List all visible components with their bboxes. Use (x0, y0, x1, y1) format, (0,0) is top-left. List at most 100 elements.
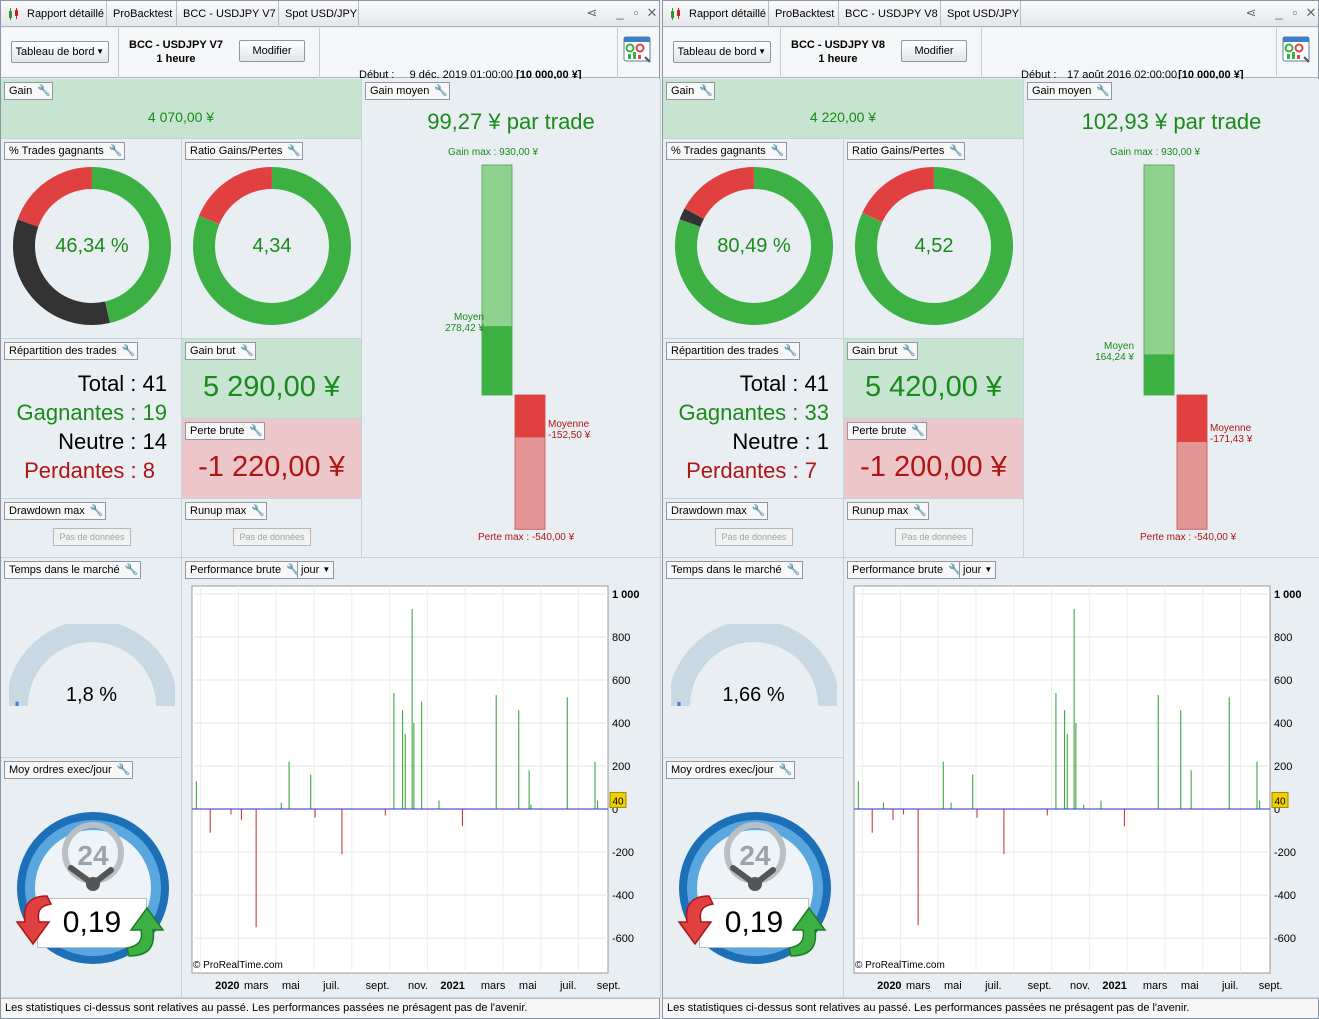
wrench-icon[interactable]: 🔧 (778, 764, 793, 776)
gross-gain-label: Gain brut 🔧 (185, 342, 257, 360)
donut-win-segment (675, 167, 833, 325)
share-icon[interactable]: ⋖ (586, 5, 598, 20)
gross-gain-value: 5 420,00 ¥ (864, 371, 1003, 403)
gain-max-label: Gain max : 930,00 ¥ (1110, 147, 1201, 158)
dashboard-label: Tableau de bord (677, 46, 757, 58)
period-dropdown[interactable]: jour ▼ (959, 561, 997, 579)
tab-label: Rapport détaillé (27, 8, 105, 20)
tab-probacktest[interactable]: ProBacktest (107, 1, 177, 27)
maximize-icon[interactable]: ▫ (633, 5, 639, 20)
divider (319, 28, 320, 78)
total-trades: Total : 41 (77, 371, 167, 396)
time-market-value: 1,66 % (722, 684, 785, 706)
divider (118, 28, 119, 78)
gain-cell: Gain 🔧 4 220,00 ¥ (663, 79, 1024, 139)
minimize-icon[interactable]: _ (1275, 5, 1283, 20)
wrench-icon[interactable]: 🔧 (108, 145, 123, 157)
tab-spot[interactable]: Spot USD/JPY (941, 1, 1021, 27)
tab-spot[interactable]: Spot USD/JPY (279, 1, 359, 27)
marker-value: 40 (1274, 796, 1286, 807)
ratio-value: 4,52 (914, 235, 954, 257)
share-icon[interactable]: ⋖ (1245, 5, 1257, 20)
report-panel-v8: Rapport détaillé ProBacktest BCC - USDJPY … (662, 0, 1319, 1019)
x-tick-label: nov. (408, 980, 428, 992)
avg-win-title: Moyen (1103, 341, 1134, 352)
gross-loss-cell: Perte brute 🔧 -1 220,00 ¥ (182, 419, 362, 499)
wrench-icon[interactable]: 🔧 (124, 564, 139, 576)
orders-cell: Moy ordres exec/jour 🔧 24 0,19 (663, 758, 844, 998)
wrench-icon[interactable]: 🔧 (116, 764, 131, 776)
dashboard-dropdown[interactable]: Tableau de bord ▼ (673, 41, 771, 63)
time-market-gauge (671, 624, 837, 707)
wrench-icon[interactable]: 🔧 (751, 505, 766, 517)
report-panel-v7: Rapport détaillé ProBacktest BCC - USDJPY … (0, 0, 661, 1019)
wrench-icon[interactable]: 🔧 (1096, 85, 1111, 97)
clock-number: 24 (739, 840, 771, 871)
win-pct-value: 80,49 % (717, 235, 791, 257)
wrench-icon[interactable]: 🔧 (287, 145, 302, 157)
perf-cell: Performance brute 🔧 jour ▼ 1 000 800 600 400 2… (844, 558, 1319, 998)
wrench-icon[interactable]: 🔧 (121, 345, 136, 357)
chevron-down-icon: ▼ (322, 565, 331, 574)
tab-strategy[interactable]: BCC - USDJPY V7 (177, 1, 279, 27)
donut-neutral-segment (679, 208, 704, 227)
orders-label-text: Moy ordres exec/jour (9, 764, 112, 776)
gain-label: Gain 🔧 (666, 82, 716, 100)
time-market-cell: Temps dans le marché 🔧 1,8 % (1, 558, 182, 758)
wrench-icon[interactable]: 🔧 (911, 425, 926, 437)
arrow-up-icon (126, 906, 165, 957)
close-icon[interactable]: ✕ (646, 5, 658, 20)
y-tick-label: 800 (612, 632, 630, 644)
wrench-icon[interactable]: 🔧 (948, 564, 962, 576)
avg-loss-bar (1177, 395, 1207, 443)
performance-chart: 1 000 800 600 400 200 0 -200 -400 -600 2020 mars ma… (191, 585, 640, 992)
wrench-icon[interactable]: 🔧 (89, 505, 104, 517)
dashboard-dropdown[interactable]: Tableau de bord ▼ (11, 41, 109, 63)
trades-cell: Répartition des trades 🔧 Total : 41 Gagna… (663, 339, 844, 499)
ratio-cell: Ratio Gains/Pertes 🔧 4,52 (844, 139, 1024, 339)
modify-button[interactable]: Modifier (901, 40, 967, 62)
arrow-up-icon (788, 906, 827, 957)
wrench-icon[interactable]: 🔧 (37, 85, 51, 97)
dashboard-icon[interactable] (623, 35, 653, 65)
wrench-icon[interactable]: 🔧 (913, 505, 927, 517)
timeframe: 1 heure (818, 53, 858, 65)
wrench-icon[interactable]: 🔧 (902, 345, 916, 357)
tab-strategy[interactable]: BCC - USDJPY V8 (839, 1, 941, 27)
divider (1276, 28, 1277, 78)
maximize-icon[interactable]: ▫ (1292, 5, 1298, 20)
period-dropdown[interactable]: jour ▼ (297, 561, 335, 579)
wrench-icon[interactable]: 🔧 (699, 85, 713, 97)
wrench-icon[interactable]: 🔧 (949, 145, 964, 157)
minimize-icon[interactable]: _ (616, 5, 624, 20)
gain-value: 4 220,00 ¥ (809, 109, 877, 125)
wrench-icon[interactable]: 🔧 (786, 564, 801, 576)
drawdown-label-text: Drawdown max (9, 505, 85, 517)
tab-detailed-report[interactable]: Rapport détaillé (663, 1, 769, 27)
wrench-icon[interactable]: 🔧 (251, 505, 265, 517)
ratio-label-text: Ratio Gains/Pertes (852, 145, 945, 157)
win-pct-label-text: % Trades gagnants (671, 145, 766, 157)
x-tick-label: nov. (1070, 980, 1090, 992)
chevron-down-icon: ▼ (96, 47, 104, 56)
y-tick-label: 400 (1274, 718, 1292, 730)
y-tick-label: 1 000 (612, 589, 640, 601)
close-icon[interactable]: ✕ (1305, 5, 1317, 20)
wrench-icon[interactable]: 🔧 (770, 145, 785, 157)
wrench-icon[interactable]: 🔧 (286, 564, 300, 576)
dashboard-icon[interactable] (1282, 35, 1312, 65)
wrench-icon[interactable]: 🔧 (783, 345, 798, 357)
wrench-icon[interactable]: 🔧 (249, 425, 264, 437)
tab-detailed-report[interactable]: Rapport détaillé (1, 1, 107, 27)
x-tick-label: mars (1143, 980, 1168, 992)
divider (780, 28, 781, 78)
tab-probacktest[interactable]: ProBacktest (769, 1, 839, 27)
modify-button[interactable]: Modifier (239, 40, 305, 62)
copyright: © ProRealTime.com (855, 960, 945, 971)
wrench-icon[interactable]: 🔧 (434, 85, 449, 97)
wrench-icon[interactable]: 🔧 (240, 345, 254, 357)
avg-gain-cell: Gain moyen 🔧 99,27 ¥ par trade Gain max :… (362, 79, 661, 558)
orders-value: 0,19 (699, 898, 809, 948)
x-tick-label: sept. (366, 980, 390, 992)
chart-candles-icon (9, 8, 18, 20)
